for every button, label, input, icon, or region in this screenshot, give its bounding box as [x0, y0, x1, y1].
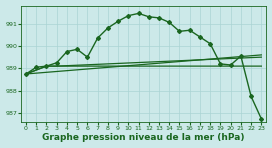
X-axis label: Graphe pression niveau de la mer (hPa): Graphe pression niveau de la mer (hPa)	[42, 133, 245, 142]
